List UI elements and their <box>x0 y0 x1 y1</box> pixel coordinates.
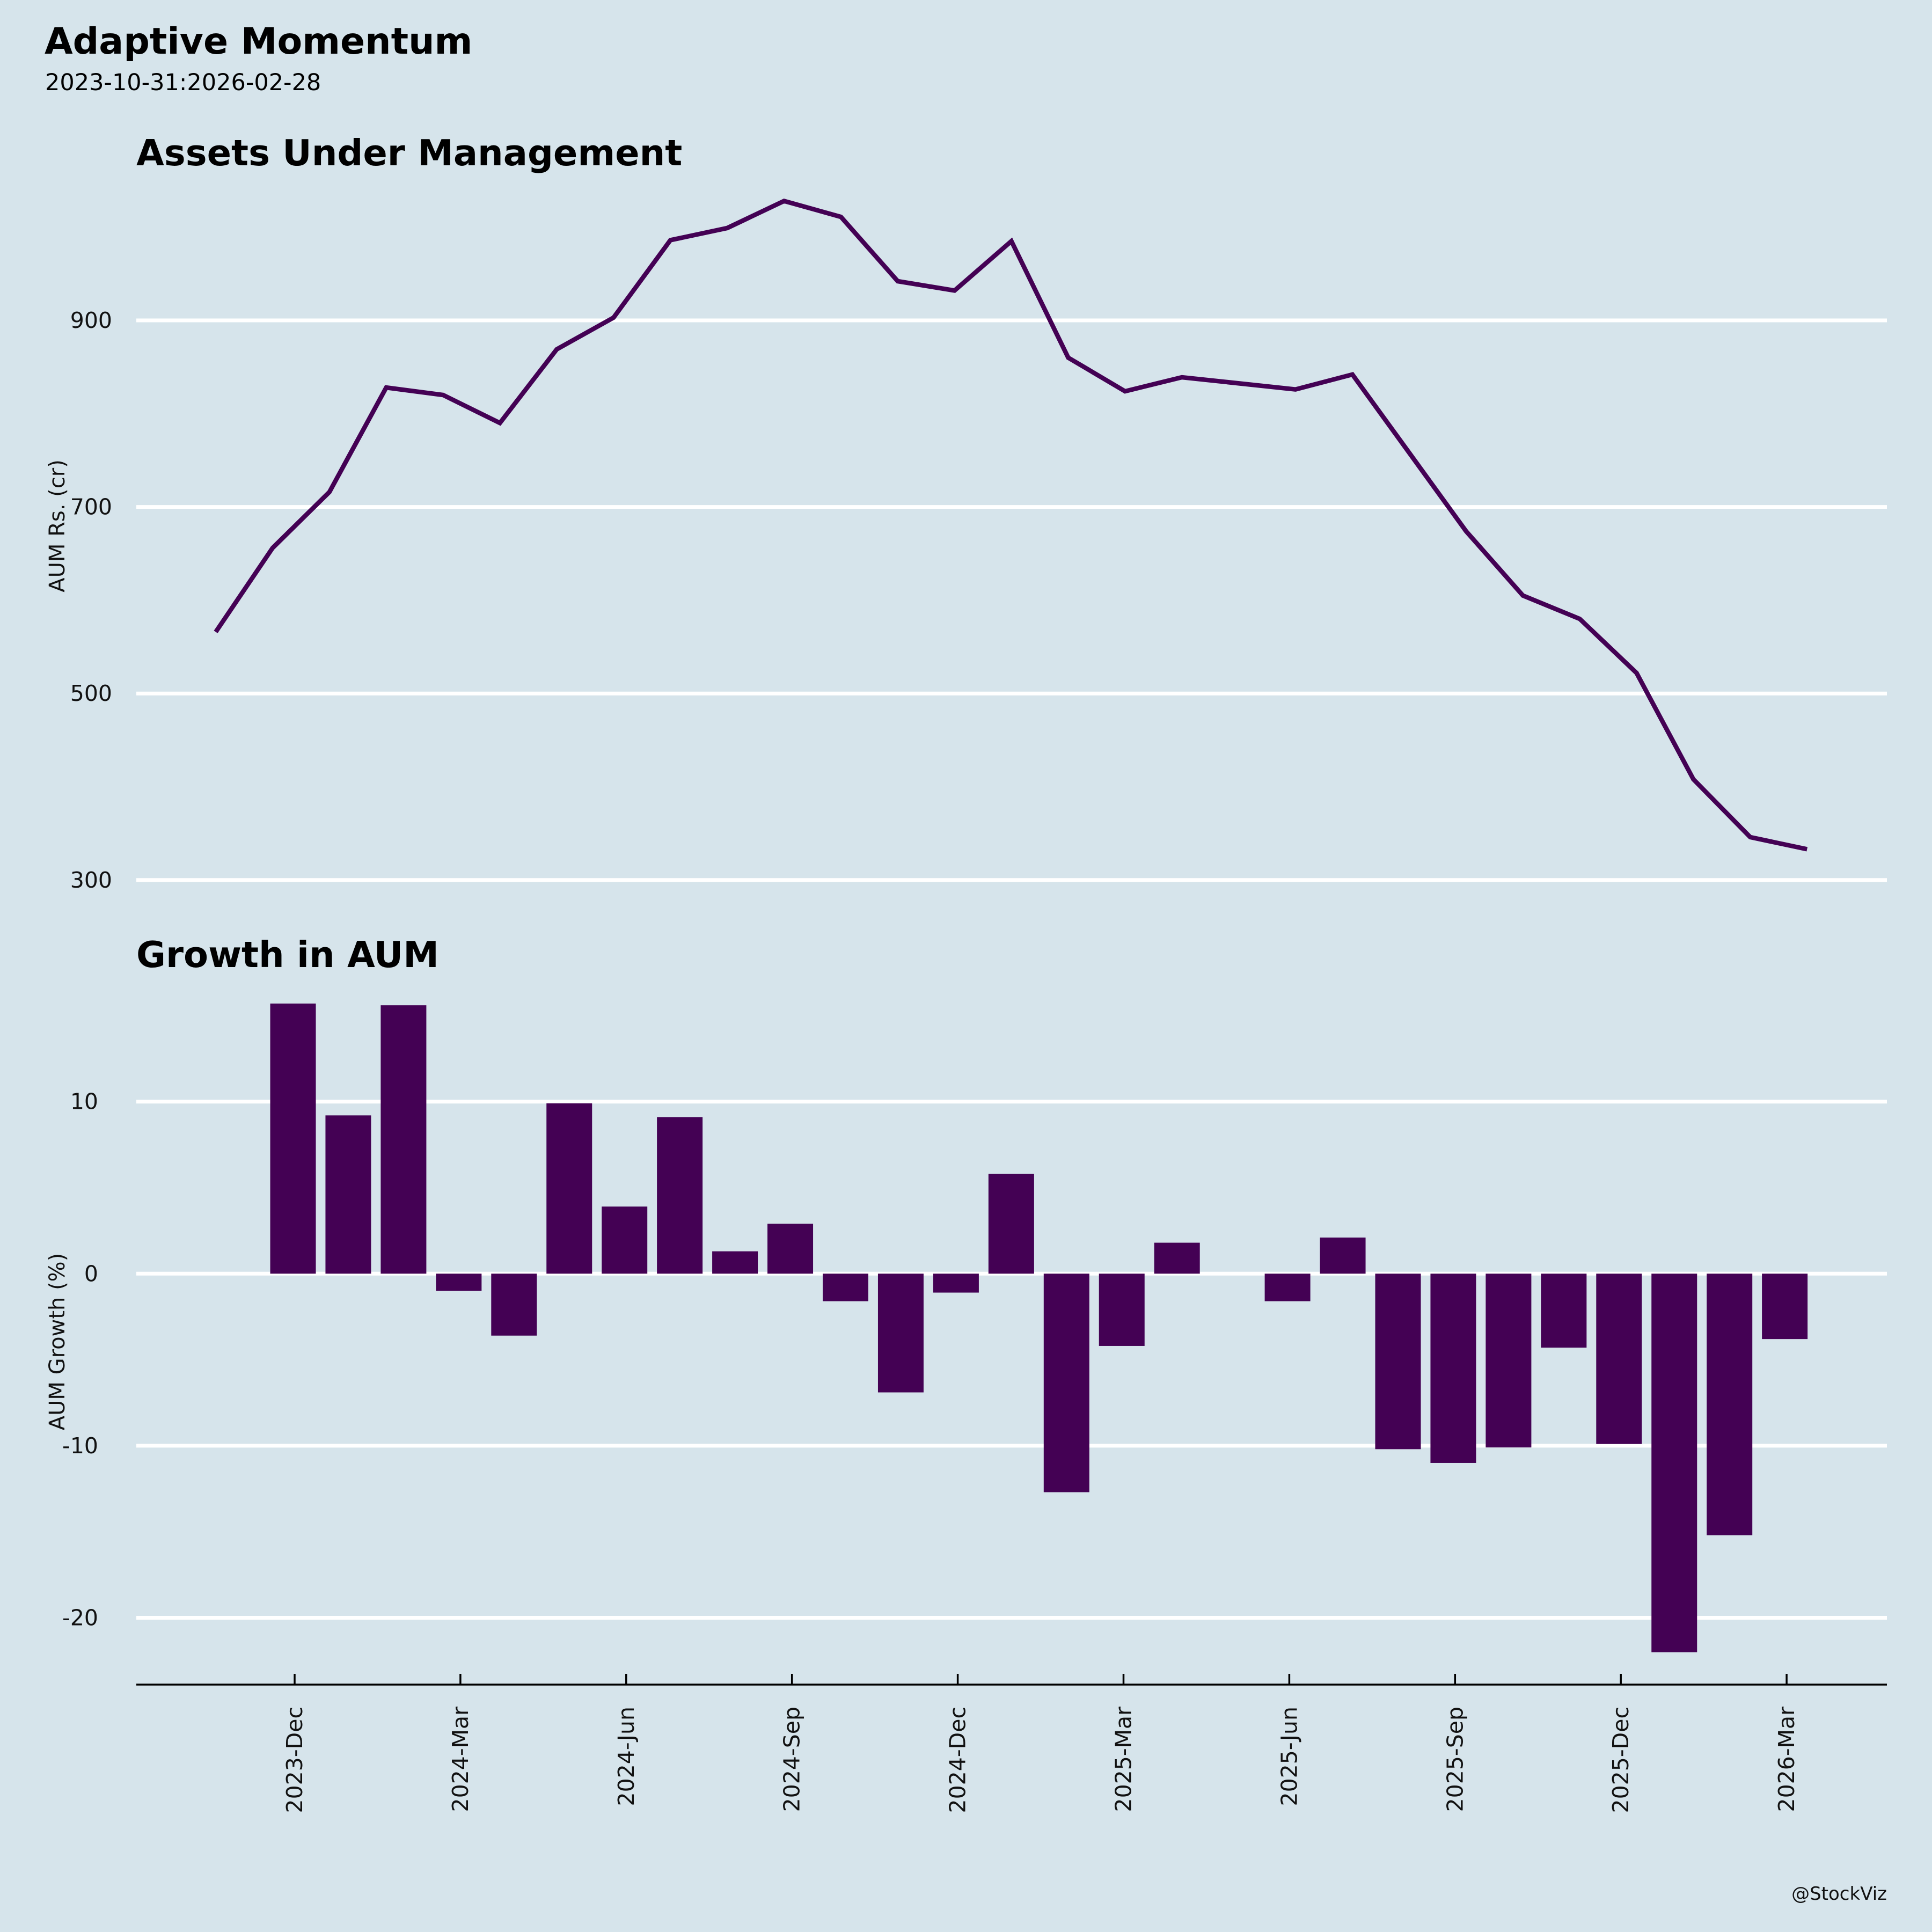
growth-y-axis-label: AUM Growth (%) <box>45 1253 70 1431</box>
growth-y-tick-labels: -20 -10 0 10 <box>62 1089 98 1631</box>
growth-bar <box>1430 1274 1476 1463</box>
credit-label: @StockViz <box>1791 1883 1887 1905</box>
aum-gridlines <box>136 318 1887 882</box>
x-tick-label: 2024-Sep <box>779 1707 805 1812</box>
aum-chart-title: Assets Under Management <box>136 132 682 174</box>
growth-bar <box>325 1115 371 1274</box>
x-tick-label: 2024-Jun <box>613 1707 639 1806</box>
y-tick-label: -20 <box>62 1605 98 1631</box>
growth-chart-title: Growth in AUM <box>136 934 439 976</box>
aum-line-chart: Assets Under Management AUM Rs. (cr) 300… <box>45 132 1887 893</box>
growth-bars <box>270 1003 1808 1652</box>
growth-bar <box>1320 1237 1366 1274</box>
x-tick-label: 2025-Sep <box>1442 1707 1468 1812</box>
y-tick-label: 300 <box>70 867 112 893</box>
growth-bar <box>1762 1274 1808 1340</box>
growth-bar <box>1154 1242 1200 1274</box>
x-tick-label: 2025-Dec <box>1608 1707 1634 1813</box>
growth-bar <box>712 1251 758 1274</box>
y-tick-label: 900 <box>70 308 112 333</box>
growth-bar <box>1375 1274 1421 1450</box>
date-range-subtitle: 2023-10-31:2026-02-28 <box>45 69 321 96</box>
growth-bar <box>1541 1274 1587 1348</box>
growth-bar <box>380 1005 427 1274</box>
growth-bar <box>546 1103 592 1274</box>
x-tick-label: 2026-Mar <box>1774 1707 1799 1812</box>
growth-bar-chart: Growth in AUM AUM Growth (%) -20 -10 0 10 2… <box>45 934 1887 1813</box>
x-tick-label: 2025-Jun <box>1276 1707 1302 1806</box>
growth-bar <box>1485 1274 1532 1448</box>
y-tick-label: 500 <box>70 680 112 706</box>
y-tick-label: 700 <box>70 494 112 520</box>
growth-bar <box>1707 1274 1753 1535</box>
y-tick-label: 10 <box>70 1089 98 1115</box>
growth-bar <box>1596 1274 1642 1444</box>
aum-line <box>214 198 1808 852</box>
growth-bar <box>436 1274 482 1291</box>
growth-bar <box>988 1174 1034 1274</box>
growth-bar <box>823 1274 868 1301</box>
aum-series <box>214 198 1808 852</box>
aum-y-axis-label: AUM Rs. (cr) <box>45 459 70 592</box>
growth-bar <box>270 1003 316 1274</box>
growth-bar <box>767 1224 814 1274</box>
x-tick-label: 2025-Mar <box>1111 1707 1137 1812</box>
growth-bar <box>491 1274 537 1336</box>
y-tick-label: -10 <box>62 1433 98 1459</box>
growth-bar <box>1651 1274 1697 1652</box>
growth-bar <box>1099 1274 1145 1346</box>
aum-y-tick-labels: 300 500 700 900 <box>70 308 112 893</box>
x-tick-label: 2024-Mar <box>448 1707 473 1812</box>
x-tick-label: 2023-Dec <box>282 1707 308 1813</box>
growth-bar <box>657 1117 703 1274</box>
y-tick-label: 0 <box>84 1261 98 1286</box>
x-axis-ticks: 2023-Dec 2024-Mar 2024-Jun 2024-Sep 2024-Dec… <box>282 1674 1799 1813</box>
growth-bar <box>602 1206 648 1274</box>
growth-bar <box>1264 1274 1311 1301</box>
growth-bar <box>1043 1274 1089 1492</box>
growth-bar <box>933 1274 979 1293</box>
page-title: Adaptive Momentum <box>45 20 472 63</box>
x-tick-label: 2024-Dec <box>945 1707 971 1813</box>
growth-bar <box>877 1274 924 1393</box>
